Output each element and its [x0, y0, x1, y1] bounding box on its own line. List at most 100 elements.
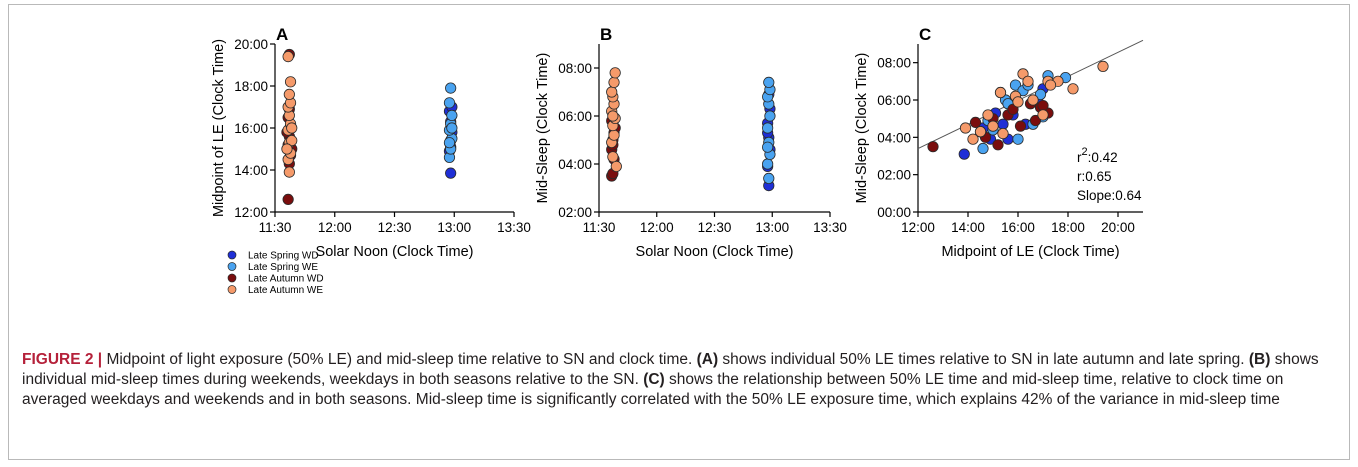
- panel-a-x-tick-label: 11:30: [259, 220, 292, 235]
- panel-c-point-late-autumn-we: [959, 122, 972, 134]
- caption-text-a: shows individual 50% LE times relative t…: [718, 351, 1249, 368]
- panel-a-point-late-spring-we: [443, 97, 456, 109]
- panel-b-point-late-spring-we: [762, 158, 774, 170]
- panel-a-y-tick-label: 18:00: [234, 79, 268, 94]
- panel-c-letter: C: [919, 25, 931, 44]
- caption-ref-a: (A): [696, 351, 719, 368]
- panel-c: C 00:00 02:00 04:00 06:00 08:00 12:00 14:00 16:0…: [854, 25, 1144, 260]
- panel-a-point-late-spring-we: [446, 122, 458, 134]
- legend-marker-late-autumn-we: [227, 285, 237, 294]
- panel-c-point-late-spring-wd: [958, 148, 970, 160]
- panel-c-slope: Slope:0.64: [1077, 188, 1142, 203]
- panel-c-point-late-autumn-we: [1044, 79, 1057, 91]
- panel-a-letter: A: [276, 25, 288, 44]
- panel-a-x-tick-label: 12:00: [318, 220, 352, 235]
- panel-c-x-tick-label: 18:00: [1051, 220, 1085, 235]
- panel-a-y-tick-label: 12:00: [234, 205, 268, 220]
- panel-a-point-late-spring-we: [446, 109, 458, 122]
- panel-b-x-tick-label: 13:30: [813, 220, 847, 235]
- panel-a-point-late-autumn-we: [286, 122, 298, 134]
- panel-b-y-axis-label: Mid-Sleep (Clock Time): [535, 53, 551, 204]
- panel-c-x-tick-label: 16:00: [1001, 220, 1035, 235]
- panel-c-x-axis-label: Midpoint of LE (Clock Time): [941, 244, 1119, 260]
- caption-text-b: shows individual mid-sleep times during …: [22, 351, 1319, 388]
- panel-c-point-late-autumn-we: [1097, 60, 1109, 73]
- panel-c-point-late-autumn-we: [987, 120, 999, 132]
- figure-frame: [8, 4, 1350, 460]
- panel-c-point-late-spring-we: [977, 142, 989, 155]
- panel-c-point-late-autumn-we: [1022, 75, 1034, 87]
- caption-intro: Midpoint of light exposure (50% LE) and …: [102, 351, 697, 368]
- panel-c-point-late-autumn-we: [997, 128, 1009, 140]
- panel-c-x-tick-label: 12:00: [901, 220, 935, 235]
- panel-c-fit-line: [917, 39, 1144, 149]
- panel-c-point-late-autumn-we: [1027, 94, 1039, 106]
- panel-a-y-tick-label: 16:00: [234, 121, 268, 136]
- panel-b-y-tick-label: 08:00: [558, 61, 592, 76]
- panel-b-y-tick-label: 04:00: [558, 157, 592, 172]
- panel-c-y-tick-label: 04:00: [877, 130, 911, 145]
- legend-marker-late-spring-wd: [227, 250, 237, 260]
- panel-c-point-late-spring-we: [1009, 79, 1022, 91]
- figure-caption: FIGURE 2 | Midpoint of light exposure (5…: [22, 350, 1338, 410]
- panel-c-x-tick-label: 20:00: [1101, 220, 1135, 235]
- panel-c-point-late-autumn-wd: [1014, 120, 1027, 132]
- panel-c-point-late-autumn-wd: [1029, 114, 1042, 127]
- panel-a-x-axis-label: Solar Noon (Clock Time): [316, 244, 474, 260]
- panel-a-x-tick-label: 12:30: [378, 220, 412, 235]
- panel-b-point-late-autumn-we: [607, 151, 619, 163]
- panel-c-y-tick-label: 02:00: [877, 168, 911, 183]
- panel-c-y-tick-label: 08:00: [877, 56, 911, 71]
- panel-b: B 02:00 04:00 06:00 08:00 11:30 12:00 12:30 13:0…: [535, 25, 847, 260]
- panel-b-point-late-autumn-we: [610, 160, 622, 172]
- panel-a-y-tick-label: 14:00: [234, 163, 268, 178]
- panel-c-point-late-autumn-we: [982, 109, 994, 121]
- panel-b-point-late-spring-we: [763, 76, 775, 89]
- panel-b-point-late-spring-we: [763, 172, 775, 184]
- panel-a-point-late-autumn-we: [286, 135, 298, 147]
- caption-ref-c: (C): [643, 371, 665, 388]
- panel-b-x-axis-label: Solar Noon (Clock Time): [636, 244, 794, 260]
- panel-b-x-tick-label: 11:30: [583, 220, 616, 235]
- panel-b-x-tick-label: 12:30: [698, 220, 732, 235]
- panel-b-point-late-autumn-we: [608, 129, 620, 141]
- panel-c-point-late-autumn-we: [967, 133, 979, 145]
- panel-b-y-tick-label: 06:00: [558, 109, 592, 124]
- panel-c-y-axis-label: Mid-Sleep (Clock Time): [854, 53, 870, 204]
- legend-label-late-spring-we: Late Spring WE: [248, 262, 318, 273]
- panel-a-point-late-autumn-we: [281, 143, 293, 155]
- panel-b-letter: B: [600, 25, 612, 44]
- panel-c-x-tick-label: 14:00: [951, 220, 985, 235]
- panel-c-point-late-autumn-wd: [1037, 100, 1049, 112]
- panel-c-point-late-autumn-wd: [927, 141, 939, 153]
- panel-c-point-late-autumn-we: [1067, 83, 1079, 95]
- panel-b-y-tick-label: 02:00: [558, 205, 592, 220]
- panel-c-point-late-autumn-we: [974, 126, 987, 138]
- panel-a-point-late-autumn-we: [283, 166, 295, 178]
- panel-c-point-late-autumn-we: [994, 86, 1007, 99]
- legend-label-late-spring-wd: Late Spring WD: [248, 251, 319, 262]
- panel-b-point-late-spring-we: [764, 110, 776, 122]
- panel-b-point-late-autumn-we: [607, 110, 619, 122]
- panel-c-r-value: r:0.65: [1077, 169, 1112, 184]
- panel-a-point-late-autumn-we: [282, 50, 294, 63]
- panel-a-point-late-autumn-we: [283, 88, 295, 101]
- panel-a-point-late-spring-we: [443, 137, 456, 149]
- panel-c-point-late-autumn-wd: [992, 139, 1004, 151]
- panel-c-y-tick-label: 06:00: [877, 93, 911, 108]
- panel-a-point-late-spring-we: [445, 82, 457, 94]
- panel-b-point-late-autumn-we: [606, 86, 618, 98]
- legend-label-late-autumn-wd: Late Autumn WD: [248, 274, 324, 285]
- caption-label: FIGURE 2 |: [22, 351, 103, 368]
- panel-b-x-tick-label: 13:00: [755, 220, 789, 235]
- panel-c-r-squared: r2:0.42: [1077, 146, 1118, 165]
- panel-c-point-late-spring-we: [1034, 88, 1047, 101]
- panel-b-point-late-autumn-we: [609, 67, 621, 79]
- panel-c-point-late-autumn-we: [1012, 96, 1024, 108]
- panel-c-y-tick-label: 00:00: [877, 205, 911, 220]
- panel-c-point-late-spring-wd: [997, 118, 1009, 130]
- legend-label-late-autumn-we: Late Autumn WE: [248, 285, 323, 296]
